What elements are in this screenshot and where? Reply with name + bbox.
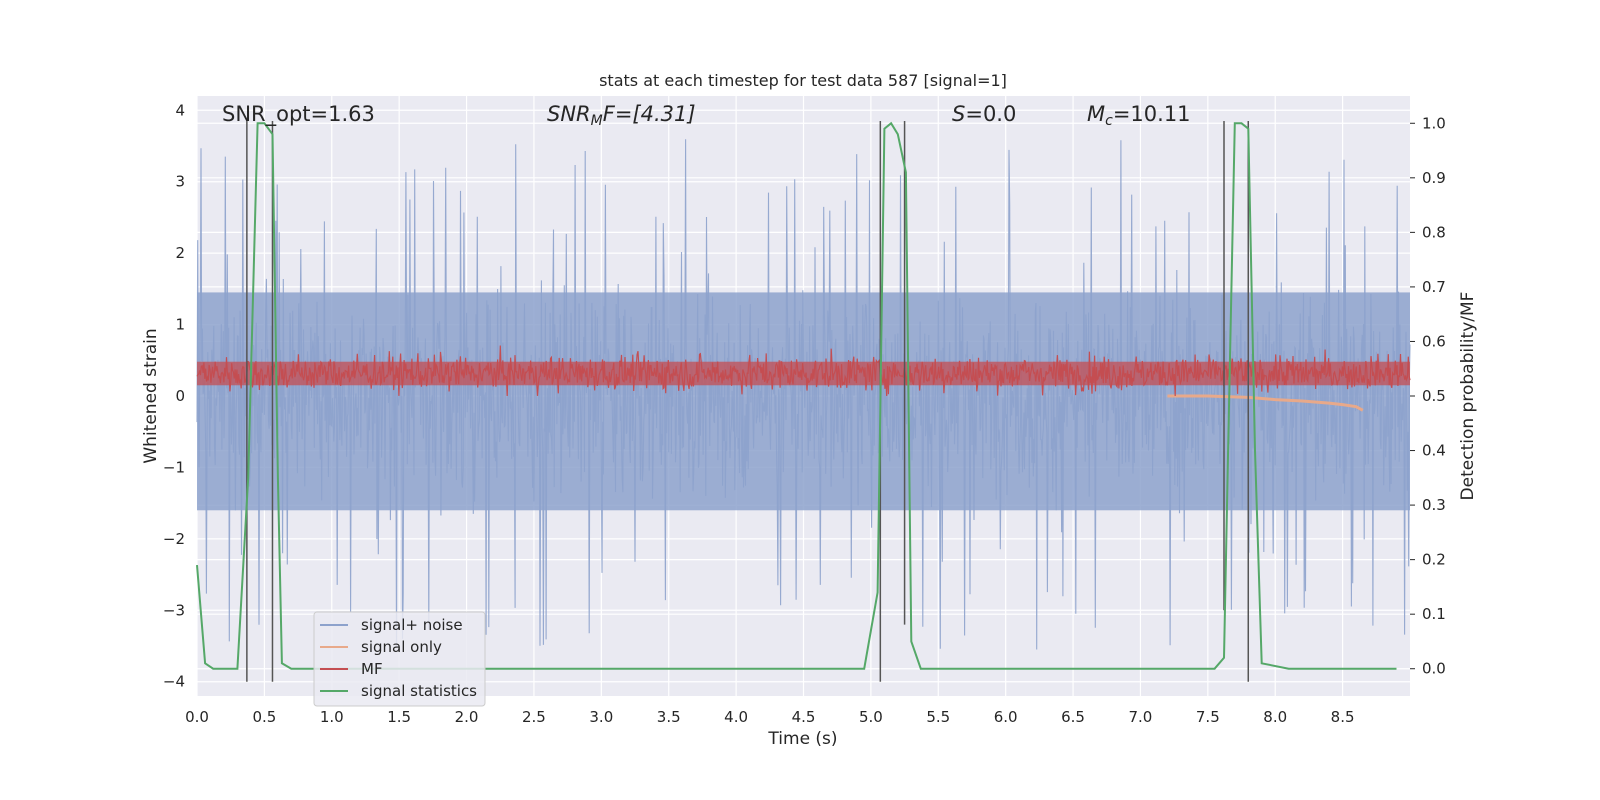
x-axis-label: Time (s) bbox=[767, 729, 837, 749]
y-axis-left-ticks: 4 3 2 1 0 −1 −2 −3 −4 bbox=[163, 101, 185, 690]
y-axis-left-label: Whitened strain bbox=[141, 328, 161, 463]
x-tick-6.5: 6.5 bbox=[1061, 708, 1085, 726]
y-right-tick-0.8: 0.8 bbox=[1422, 223, 1446, 241]
series-signal-statistics bbox=[196, 121, 1397, 670]
y-left-tick-3: 3 bbox=[175, 173, 185, 191]
vertical-markers bbox=[246, 121, 1250, 682]
annotation-s-main: S bbox=[952, 102, 965, 126]
annotation-snr-mf-sub: M bbox=[591, 113, 603, 129]
y-left-tick-1: 1 bbox=[175, 316, 185, 334]
x-tick-4.5: 4.5 bbox=[792, 708, 816, 726]
x-axis-ticks: 0.0 0.5 1.0 1.5 2.0 2.5 3.0 3.5 4.0 4.5 5.0 5.5 6.0 6… bbox=[185, 708, 1354, 726]
y-right-tick-0.3: 0.3 bbox=[1422, 496, 1446, 514]
x-tick-3.0: 3.0 bbox=[589, 708, 613, 726]
x-tick-8.5: 8.5 bbox=[1331, 708, 1355, 726]
annotation-mc-rest: =10.11 bbox=[1113, 102, 1191, 126]
x-tick-6.0: 6.0 bbox=[994, 708, 1018, 726]
y-axis-right-label: Detection probability/MF bbox=[1458, 292, 1478, 501]
legend-label-mf: MF bbox=[361, 660, 383, 678]
plot-series bbox=[196, 121, 1411, 682]
x-tick-8.0: 8.0 bbox=[1263, 708, 1287, 726]
y-right-tick-0.7: 0.7 bbox=[1422, 278, 1446, 296]
annotation-mc-main: M bbox=[1087, 102, 1105, 126]
y-axis-right-ticks: 1.0 0.9 0.8 0.7 0.6 0.5 0.4 0.3 0.2 0.1 0.0 bbox=[1410, 114, 1446, 678]
y-right-tick-1.0: 1.0 bbox=[1422, 114, 1446, 132]
noise-core bbox=[197, 292, 1410, 511]
y-left-tick-2: 2 bbox=[175, 244, 185, 262]
legend: signal+ noise signal only MF signal stat… bbox=[313, 611, 486, 707]
y-right-tick-0.5: 0.5 bbox=[1422, 387, 1446, 405]
annotation-mc: Mc=10.11 bbox=[1087, 102, 1191, 129]
y-left-tick--3: −3 bbox=[163, 601, 185, 619]
x-tick-3.5: 3.5 bbox=[657, 708, 681, 726]
x-tick-2.5: 2.5 bbox=[522, 708, 546, 726]
x-tick-7.0: 7.0 bbox=[1129, 708, 1153, 726]
x-tick-0.5: 0.5 bbox=[252, 708, 276, 726]
legend-box bbox=[313, 611, 486, 707]
x-tick-0.0: 0.0 bbox=[185, 708, 209, 726]
y-left-tick--2: −2 bbox=[163, 530, 185, 548]
annotation-s-rest: =0.0 bbox=[965, 102, 1016, 126]
y-right-tick-0.0: 0.0 bbox=[1422, 660, 1446, 678]
x-tick-1.0: 1.0 bbox=[320, 708, 344, 726]
series-signal-only bbox=[1167, 394, 1364, 412]
x-tick-2.0: 2.0 bbox=[455, 708, 479, 726]
annotation-mc-sub: c bbox=[1105, 113, 1113, 129]
y-right-tick-0.2: 0.2 bbox=[1422, 551, 1446, 569]
annotation-snr-mf: SNRMF=[4.31] bbox=[547, 102, 696, 129]
x-tick-7.5: 7.5 bbox=[1196, 708, 1220, 726]
y-right-tick-0.6: 0.6 bbox=[1422, 332, 1446, 350]
annotation-snr-mf-rest: F=[4.31] bbox=[603, 102, 696, 126]
y-left-tick-4: 4 bbox=[175, 101, 185, 119]
mf-core bbox=[197, 361, 1410, 386]
y-right-tick-0.1: 0.1 bbox=[1422, 605, 1446, 623]
x-tick-1.5: 1.5 bbox=[387, 708, 411, 726]
y-right-tick-0.9: 0.9 bbox=[1422, 169, 1446, 187]
x-tick-4.0: 4.0 bbox=[724, 708, 748, 726]
annotation-snr-mf-main: SNR bbox=[547, 102, 591, 126]
y-right-tick-0.4: 0.4 bbox=[1422, 442, 1446, 460]
y-left-tick--1: −1 bbox=[163, 458, 185, 476]
annotation-snr-opt: SNR_opt=1.63 bbox=[222, 102, 375, 127]
y-left-tick-0: 0 bbox=[175, 387, 185, 405]
chart-title: stats at each timestep for test data 587… bbox=[599, 71, 1007, 90]
annotation-s: S=0.0 bbox=[952, 102, 1016, 126]
y-left-tick--4: −4 bbox=[163, 673, 185, 691]
series-mf bbox=[196, 345, 1411, 397]
series-signal-noise bbox=[196, 139, 1411, 650]
x-tick-5.0: 5.0 bbox=[859, 708, 883, 726]
legend-label-signal-statistics: signal statistics bbox=[361, 682, 477, 700]
legend-label-signal-noise: signal+ noise bbox=[361, 616, 463, 634]
legend-label-signal-only: signal only bbox=[361, 638, 442, 656]
x-tick-5.5: 5.5 bbox=[926, 708, 950, 726]
